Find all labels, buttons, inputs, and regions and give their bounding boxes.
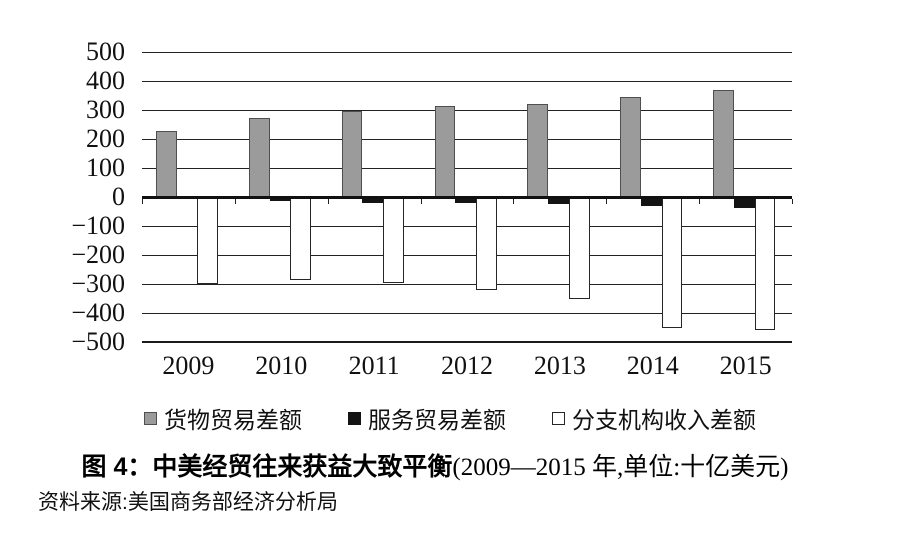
y-axis-label-0: 0 xyxy=(112,182,125,211)
gridline-100 xyxy=(142,168,792,169)
gridline--200 xyxy=(142,255,792,256)
y-axis-label-400: 400 xyxy=(86,66,125,95)
chart-legend: 货物贸易差额 服务贸易差额 分支机构收入差额 xyxy=(0,401,900,435)
bar-goods-trade-balance-2012 xyxy=(434,105,456,197)
figure-title: 图 4：中美经贸往来获益大致平衡(2009—2015 年,单位:十亿美元) xyxy=(0,452,870,483)
x-axis-zero-line xyxy=(142,196,792,199)
x-axis-tick-0 xyxy=(142,199,143,204)
bar-branch-income-balance-2011 xyxy=(383,197,404,283)
x-axis-tick-2 xyxy=(327,199,329,204)
gridline-300 xyxy=(142,110,792,111)
legend-item-goods: 货物贸易差额 xyxy=(144,401,302,435)
legend-swatch-goods-icon xyxy=(144,411,157,425)
legend-label-services: 服务贸易差额 xyxy=(368,407,506,433)
x-axis-tick-4 xyxy=(513,199,515,204)
x-axis-label-2011: 2011 xyxy=(348,351,400,380)
gridline-500 xyxy=(142,52,792,53)
x-axis-label-2014: 2014 xyxy=(626,351,679,380)
y-axis-label--400: −400 xyxy=(71,298,125,327)
x-axis-tick-7 xyxy=(792,199,793,204)
y-axis-label-200: 200 xyxy=(86,124,125,153)
y-axis-label--200: −200 xyxy=(71,240,125,269)
bar-branch-income-balance-2013 xyxy=(568,197,590,299)
x-axis-tick-3 xyxy=(420,199,422,204)
gridline-200 xyxy=(142,139,792,140)
x-axis-label-2013: 2013 xyxy=(533,351,586,380)
legend-item-branch-income: 分支机构收入差额 xyxy=(552,401,756,435)
x-axis-label-2009: 2009 xyxy=(162,351,215,380)
bar-goods-trade-balance-2009 xyxy=(156,131,177,197)
legend-item-services: 服务贸易差额 xyxy=(348,401,506,435)
gridline--100 xyxy=(142,226,792,227)
y-axis-label-500: 500 xyxy=(86,37,125,66)
legend-label-goods: 货物贸易差额 xyxy=(164,407,302,433)
y-axis-label-300: 300 xyxy=(86,95,125,124)
legend-swatch-services-icon xyxy=(348,411,361,425)
x-axis-label-2012: 2012 xyxy=(441,351,493,380)
bar-goods-trade-balance-2011 xyxy=(341,111,363,197)
y-axis-label--300: −300 xyxy=(71,269,125,298)
bar-goods-trade-balance-2014 xyxy=(620,97,641,197)
x-axis-label-2015: 2015 xyxy=(719,351,772,380)
source-note: 资料来源:美国商务部经济分析局 xyxy=(38,491,338,514)
gridline--400 xyxy=(142,313,792,314)
legend-label-branch-income: 分支机构收入差额 xyxy=(572,407,756,433)
figure-title-note: (2009—2015 年,单位:十亿美元) xyxy=(452,454,789,481)
bar-branch-income-balance-2010 xyxy=(290,197,311,280)
y-axis-label--100: −100 xyxy=(71,211,125,240)
gridline--300 xyxy=(142,284,792,285)
bar-branch-income-balance-2014 xyxy=(661,197,683,328)
y-axis-label-100: 100 xyxy=(86,153,125,182)
x-axis-tick-1 xyxy=(234,199,236,204)
x-axis-label-2010: 2010 xyxy=(255,351,308,380)
x-axis-tick-6 xyxy=(699,199,701,204)
bar-goods-trade-balance-2015 xyxy=(713,90,734,197)
y-axis-label--500: −500 xyxy=(71,327,125,356)
legend-swatch-branch-income-icon xyxy=(552,411,565,425)
bar-branch-income-balance-2009 xyxy=(197,197,219,284)
bar-goods-trade-balance-2010 xyxy=(248,117,270,197)
gridline-400 xyxy=(142,81,792,82)
figure-title-main: 图 4：中美经贸往来获益大致平衡 xyxy=(81,453,453,481)
bar-branch-income-balance-2015 xyxy=(754,197,776,330)
bar-branch-income-balance-2012 xyxy=(475,197,497,290)
bar-goods-trade-balance-2013 xyxy=(527,104,549,197)
x-axis-tick-5 xyxy=(606,199,608,204)
gridline--500 xyxy=(142,341,792,343)
